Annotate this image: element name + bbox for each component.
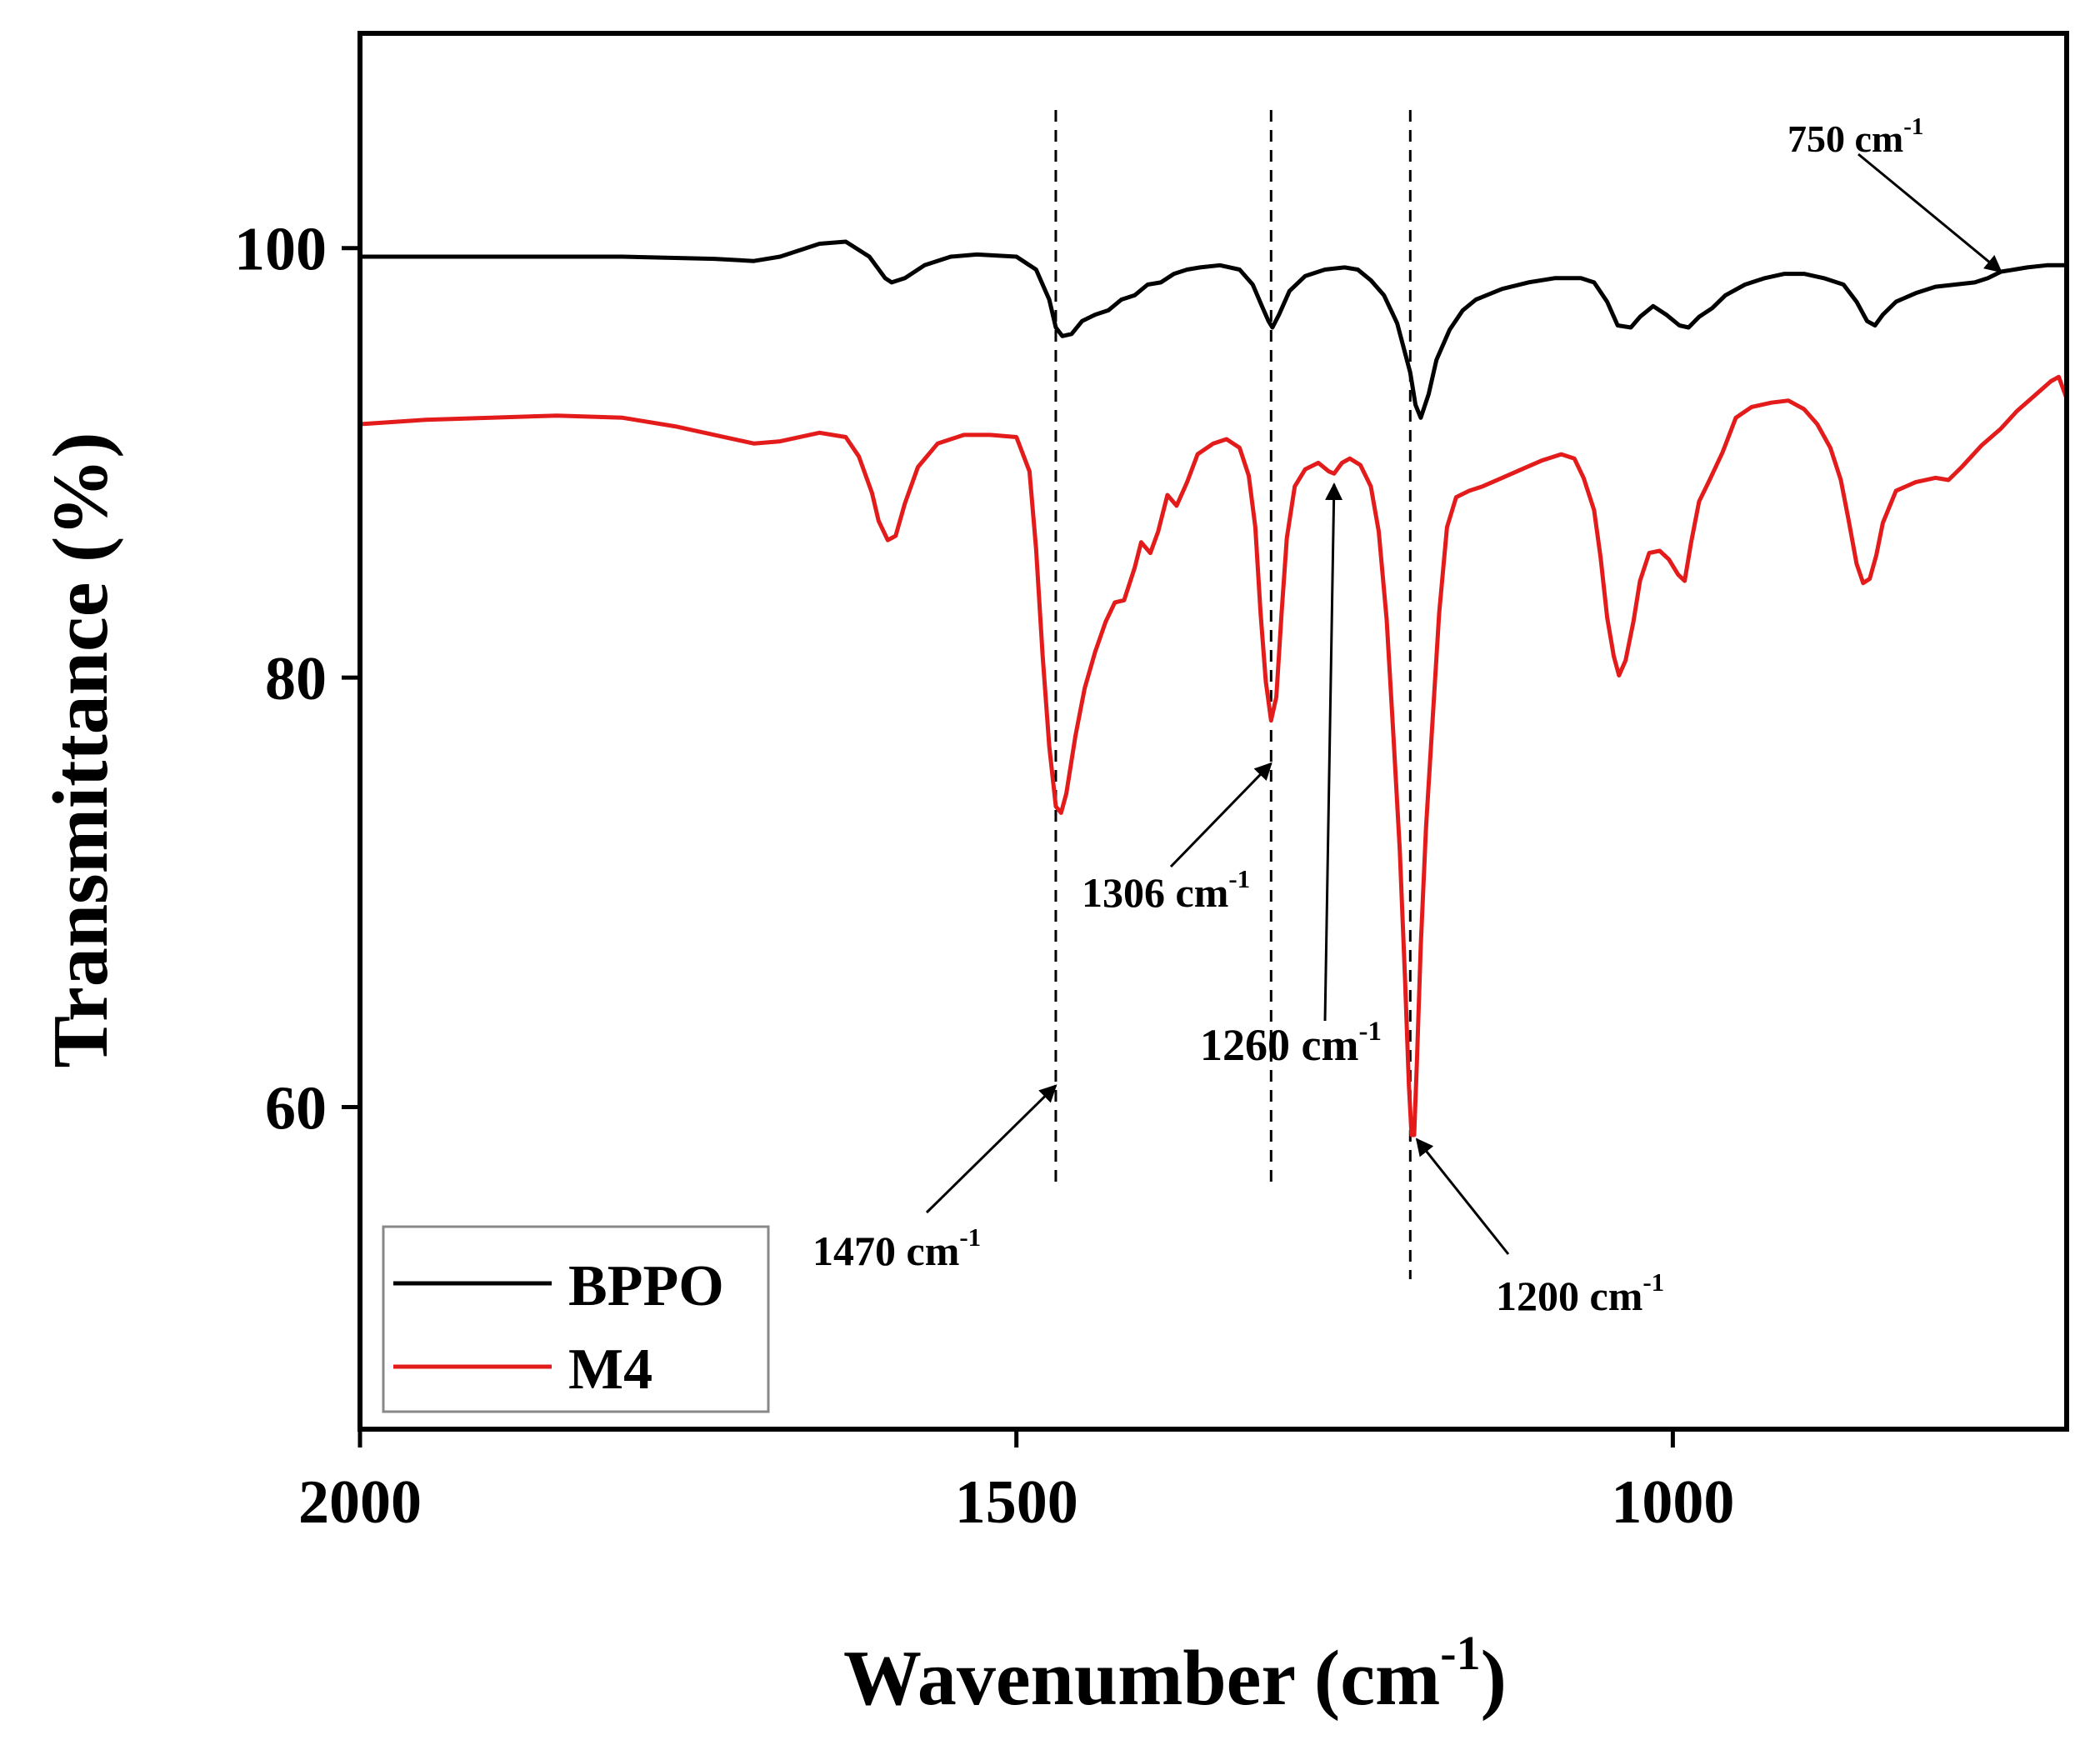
series-line-m4 (359, 374, 2069, 1138)
legend-label-bppo: BPPO (568, 1254, 724, 1318)
annotation-label-750: 750 cm-1 (1788, 113, 1923, 160)
annotation-arrow-1195 (1415, 1138, 1510, 1255)
annotation-label-1306: 1306 cm-1 (1082, 864, 1250, 916)
annotation-label-1195: 1200 cm-1 (1496, 1268, 1664, 1319)
series-lines (359, 239, 2069, 1138)
x-tick-label: 1000 (1611, 1468, 1734, 1537)
peak-annotations: 1470 cm-1 1306 cm-1 1260 cm-1 1200 cm-1 750 … (812, 113, 2002, 1319)
x-tick-label: 1500 (955, 1468, 1078, 1537)
legend-label-m4: M4 (568, 1338, 652, 1402)
reference-lines (1054, 110, 1412, 1279)
annotation-arrow-1258 (1323, 482, 1343, 1022)
axes: 2000 1500 1000 60 80 100 (234, 216, 1734, 1537)
annotation-arrow-750 (1858, 152, 2002, 273)
y-tick-label: 80 (265, 645, 327, 713)
legend-box (382, 1225, 770, 1413)
annotation-arrow-1306 (1169, 762, 1272, 868)
annotation-label-1258: 1260 cm-1 (1200, 1017, 1382, 1070)
x-tick-label: 2000 (298, 1468, 422, 1537)
y-axis-title: Transmittance (%) (38, 432, 124, 1068)
annotation-label-1470: 1470 cm-1 (812, 1222, 981, 1274)
y-tick-label: 100 (234, 216, 327, 284)
series-line-bppo (360, 239, 2067, 420)
y-tick-label: 60 (265, 1074, 327, 1142)
legend: BPPO M4 (382, 1225, 770, 1413)
annotation-arrow-1470 (925, 1084, 1058, 1214)
x-axis-title: Wavenumber (cm-1) (843, 1626, 1507, 1722)
plot-frame (358, 31, 2069, 1432)
